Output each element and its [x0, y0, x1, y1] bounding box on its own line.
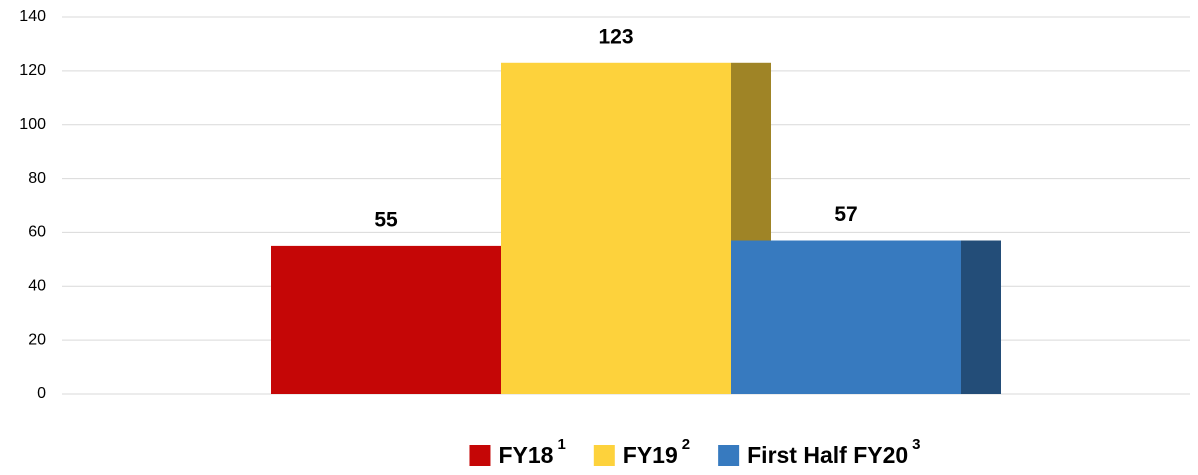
legend-swatch — [593, 445, 615, 466]
y-tick-label: 80 — [28, 170, 46, 187]
data-label: 57 — [834, 203, 857, 226]
bar — [731, 240, 961, 394]
y-tick-label: 20 — [28, 331, 46, 348]
legend-label: First Half FY20 — [747, 442, 908, 468]
legend-label: FY19 — [623, 442, 678, 468]
data-label: 123 — [598, 25, 633, 48]
bar — [271, 245, 501, 394]
legend-swatch — [718, 445, 740, 466]
y-tick-label: 60 — [28, 224, 46, 241]
y-tick-label: 0 — [37, 385, 46, 402]
legend-swatch — [469, 445, 491, 466]
bar-side — [961, 240, 1001, 394]
legend-footnote: 2 — [682, 436, 690, 453]
legend-footnote: 3 — [912, 436, 920, 453]
legend-footnote: 1 — [557, 436, 565, 453]
legend-label: FY18 — [498, 442, 553, 468]
y-tick-label: 100 — [19, 116, 46, 133]
y-tick-label: 40 — [28, 278, 46, 295]
bar — [501, 62, 731, 395]
data-label: 55 — [374, 208, 398, 231]
y-tick-label: 140 — [19, 8, 46, 25]
y-tick-label: 120 — [19, 62, 46, 79]
